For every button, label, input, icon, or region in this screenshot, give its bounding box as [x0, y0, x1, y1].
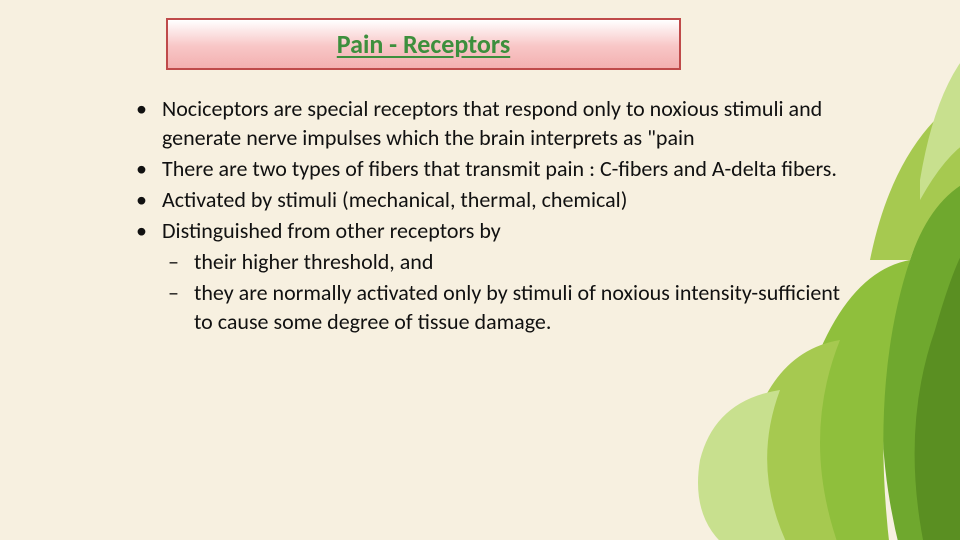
list-item-text: Activated by stimuli (mechanical, therma…	[162, 186, 627, 213]
list-item-text: they are normally activated only by stim…	[194, 279, 840, 335]
list-item: There are two types of fibers that trans…	[130, 154, 850, 183]
slide: Pain - Receptors Nociceptors are special…	[0, 0, 960, 540]
list-item-text: their higher threshold, and	[194, 248, 433, 275]
list-item: their higher threshold, and	[162, 247, 850, 276]
list-item: Nociceptors are special receptors that r…	[130, 94, 850, 152]
bullet-list: Nociceptors are special receptors that r…	[130, 94, 850, 336]
sub-bullet-list: their higher threshold, and they are nor…	[162, 247, 850, 336]
list-item: they are normally activated only by stim…	[162, 278, 850, 336]
content-area: Nociceptors are special receptors that r…	[130, 94, 850, 338]
list-item-text: There are two types of fibers that trans…	[162, 155, 837, 182]
list-item: Distinguished from other receptors by th…	[130, 216, 850, 336]
list-item-text: Nociceptors are special receptors that r…	[162, 95, 822, 151]
title-box: Pain - Receptors	[166, 18, 681, 70]
list-item-text: Distinguished from other receptors by	[162, 217, 501, 244]
list-item: Activated by stimuli (mechanical, therma…	[130, 185, 850, 214]
slide-title: Pain - Receptors	[337, 28, 510, 60]
